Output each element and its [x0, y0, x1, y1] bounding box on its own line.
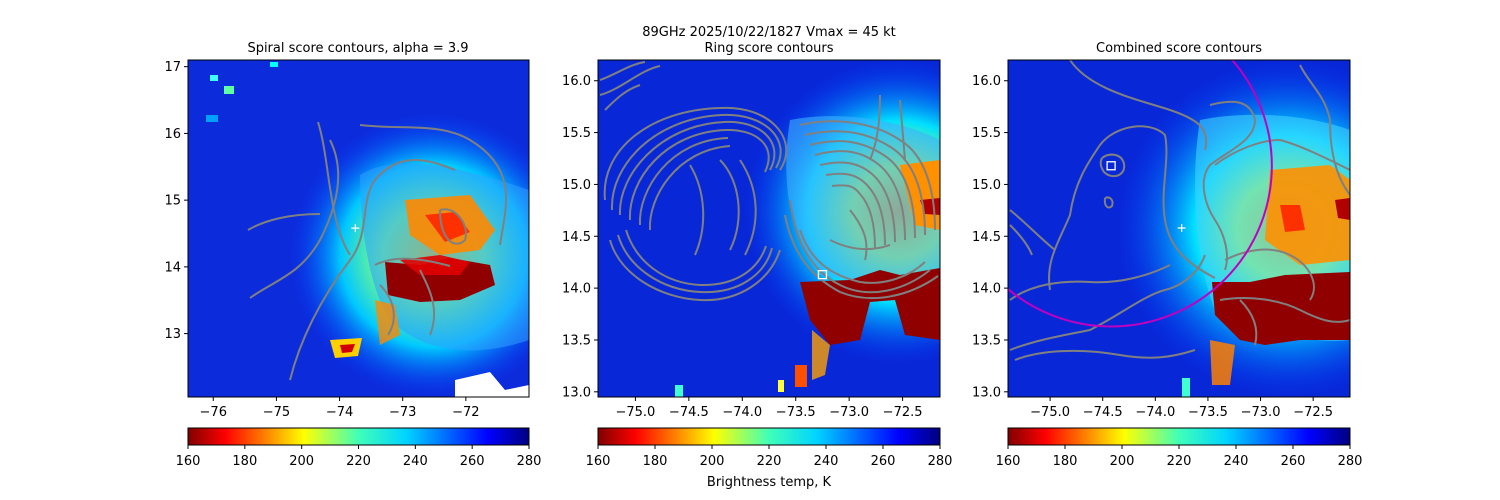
xtick-label: −76	[200, 405, 227, 420]
center-square-marker	[817, 269, 828, 280]
xtick-label: −73.0	[829, 405, 869, 420]
colorbar-tick-label: 220	[1167, 454, 1192, 469]
ytick-label: 16	[164, 127, 181, 142]
colorbar-ring-ticks: 160 180 200 220 240 260 280	[586, 445, 953, 469]
spiral-markers	[351, 224, 360, 233]
colorbar-tick-label: 220	[757, 454, 782, 469]
ytick-label: 15.5	[972, 126, 1001, 141]
panel-spiral: Spiral score contours, alpha = 3.9	[164, 41, 530, 420]
center-plus-marker	[351, 224, 360, 233]
ytick-label: 13.5	[972, 333, 1001, 348]
colorbar-ring-gradient	[597, 427, 941, 446]
colorbar-combined-ticks: 160 180 200 220 240 260 280	[996, 445, 1363, 469]
ticks-spiral: −76 −75 −74 −73 −72 13 14 15 16 17	[164, 60, 479, 420]
colorbar-xlabel: Brightness temp, K	[707, 475, 832, 490]
xtick-label: −74.5	[669, 405, 709, 420]
heatmap-ring	[598, 60, 940, 397]
xtick-label: −74.5	[1083, 405, 1123, 420]
colorbar-tick-label: 220	[346, 454, 371, 469]
colorbar-combined-gradient	[1007, 427, 1351, 446]
ytick-label: 15.5	[562, 126, 591, 141]
colorbar-tick-label: 160	[586, 454, 611, 469]
xtick-label: −72.5	[1293, 405, 1333, 420]
xtick-label: −73.5	[1188, 405, 1228, 420]
heatmap-spiral	[188, 60, 529, 397]
axes-frame-combined	[1007, 59, 1351, 398]
ytick-label: 15.0	[562, 178, 591, 193]
center-square-marker	[1106, 161, 1116, 171]
colorbar-tick-label: 280	[928, 454, 953, 469]
colorbar-tick-label: 180	[643, 454, 668, 469]
colorbar-tick-label: 240	[814, 454, 839, 469]
ring-markers	[817, 269, 828, 280]
colorbar-ring: 160 180 200 220 240 260 280	[586, 427, 953, 469]
xtick-label: −73.0	[1241, 405, 1281, 420]
colorbar-tick-label: 260	[1281, 454, 1306, 469]
ytick-label: 14.5	[972, 230, 1001, 245]
ytick-label: 14.5	[562, 230, 591, 245]
colorbar-tick-label: 200	[1110, 454, 1135, 469]
ytick-label: 15	[164, 194, 181, 209]
panel-title-combined: Combined score contours	[1096, 41, 1262, 56]
colorbar-combined: 160 180 200 220 240 260 280	[996, 427, 1363, 469]
xtick-label: −74.0	[1135, 405, 1175, 420]
contours-spiral	[247, 121, 508, 381]
colorbar-tick-label: 160	[996, 454, 1021, 469]
xtick-label: −74	[326, 405, 353, 420]
xtick-label: −72	[452, 405, 479, 420]
ring-circle	[1008, 60, 1273, 328]
colorbar-spiral-ticks: 160 180 200 220 240 260 280	[176, 445, 542, 469]
ytick-label: 15.0	[972, 178, 1001, 193]
colorbar-spiral-gradient	[187, 427, 530, 446]
heatmap-combined	[1008, 60, 1350, 397]
ytick-label: 16.0	[972, 74, 1001, 89]
xtick-label: −75.0	[615, 405, 655, 420]
xtick-label: −73.5	[776, 405, 816, 420]
figure-suptitle: 89GHz 2025/10/22/1827 Vmax = 45 kt	[642, 25, 896, 40]
panel-title-ring: Ring score contours	[704, 41, 833, 56]
contours-combined	[1009, 60, 1350, 361]
colorbar-tick-label: 200	[700, 454, 725, 469]
ytick-label: 14	[164, 260, 181, 275]
ytick-label: 14.0	[562, 282, 591, 297]
xtick-label: −75.0	[1030, 405, 1070, 420]
colorbar-tick-label: 180	[232, 454, 257, 469]
ytick-label: 13	[164, 327, 181, 342]
ytick-label: 13.5	[562, 333, 591, 348]
ytick-label: 13.0	[972, 385, 1001, 400]
ytick-label: 14.0	[972, 282, 1001, 297]
ticks-ring: −75.0 −74.5 −74.0 −73.5 −73.0 −72.5 13.0 13.5 14…	[562, 74, 922, 420]
colorbar-tick-label: 280	[517, 454, 542, 469]
xtick-label: −73	[389, 405, 416, 420]
ytick-label: 17	[164, 60, 181, 75]
axes-frame-ring	[597, 59, 941, 398]
panel-title-spiral: Spiral score contours, alpha = 3.9	[247, 41, 468, 56]
panel-ring: Ring score contours	[562, 41, 941, 420]
xtick-label: −74.0	[722, 405, 762, 420]
ytick-label: 13.0	[562, 385, 591, 400]
ytick-label: 16.0	[562, 74, 591, 89]
colorbar-tick-label: 280	[1338, 454, 1363, 469]
contours-ring	[599, 61, 939, 302]
colorbar-spiral: 160 180 200 220 240 260 280	[176, 427, 542, 469]
colorbar-tick-label: 160	[176, 454, 201, 469]
colorbar-tick-label: 180	[1053, 454, 1078, 469]
xtick-label: −72.5	[883, 405, 923, 420]
axes-frame-spiral	[187, 59, 530, 398]
colorbar-tick-label: 260	[460, 454, 485, 469]
combined-markers	[1106, 161, 1186, 232]
colorbar-tick-label: 260	[871, 454, 896, 469]
xtick-label: −75	[263, 405, 290, 420]
center-plus-marker	[1177, 223, 1186, 232]
colorbar-tick-label: 200	[289, 454, 314, 469]
colorbar-tick-label: 240	[1224, 454, 1249, 469]
panel-combined: Combined score contours	[972, 41, 1351, 420]
colorbar-tick-label: 240	[403, 454, 428, 469]
ticks-combined: −75.0 −74.5 −74.0 −73.5 −73.0 −72.5 13.0 13.5 14…	[972, 74, 1333, 420]
